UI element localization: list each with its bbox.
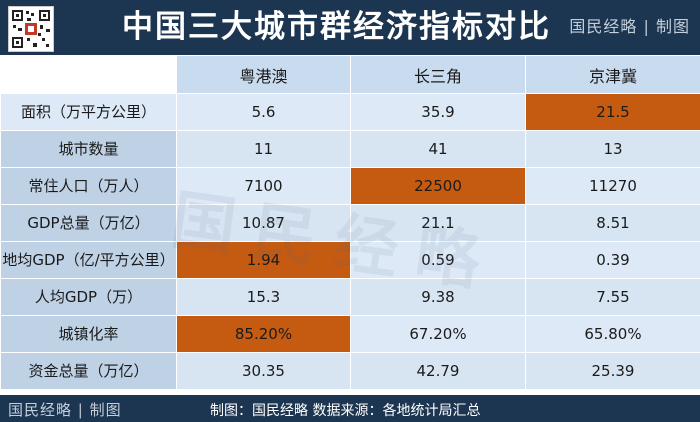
- footer-brand-label: 国民经略 | 制图: [8, 401, 122, 419]
- page-title: 中国三大城市群经济指标对比: [122, 9, 551, 45]
- header-bar: 中国三大城市群经济指标对比 国民经略 | 制图: [0, 0, 700, 55]
- table-body: 面积（万平方公里） 5.6 35.9 21.5 城市数量 11 41 13 常住人口（万人） 71…: [0, 93, 700, 390]
- table-cell: 10.87: [176, 204, 351, 242]
- table-cell: 0.59: [350, 241, 526, 279]
- row-label: 常住人口（万人）: [0, 167, 177, 205]
- highlighted-cell: 22500: [350, 167, 526, 205]
- table-cell: 7.55: [525, 278, 700, 316]
- table-row: 地均GDP（亿/平方公里） 1.94 0.59 0.39: [0, 241, 700, 279]
- row-label: 面积（万平方公里）: [0, 93, 177, 131]
- row-label: 资金总量（万亿）: [0, 352, 177, 390]
- table-cell: 11270: [525, 167, 700, 205]
- table-cell: 25.39: [525, 352, 700, 390]
- highlighted-cell: 15.3: [176, 278, 351, 316]
- table-corner-cell: [0, 55, 177, 94]
- table-cell: 0.39: [525, 241, 700, 279]
- source-note: 制图：国民经略 数据来源：各地统计局汇总: [210, 403, 481, 419]
- row-label: 地均GDP（亿/平方公里）: [0, 241, 177, 279]
- table-cell: 5.6: [176, 93, 351, 131]
- table-cell: 7100: [176, 167, 351, 205]
- table-row: 城市数量 11 41 13: [0, 130, 700, 168]
- highlighted-cell: 21.5: [525, 93, 700, 131]
- table-row: 人均GDP（万） 15.3 9.38 7.55: [0, 278, 700, 316]
- row-label: 城市数量: [0, 130, 177, 168]
- comparison-table: 粤港澳 长三角 京津冀 面积（万平方公里） 5.6 35.9 21.5 城市数量 11 41…: [0, 55, 700, 390]
- table-row: 资金总量（万亿） 30.35 42.79 25.39: [0, 352, 700, 390]
- table-cell: 13: [525, 130, 700, 168]
- table-header-row: 粤港澳 长三角 京津冀: [0, 55, 700, 94]
- table-cell: 30.35: [176, 352, 351, 390]
- qr-code-icon: [8, 6, 54, 52]
- table-cell: 8.51: [525, 204, 700, 242]
- table-cell: 11: [176, 130, 351, 168]
- row-label: 城镇化率: [0, 315, 177, 353]
- highlighted-cell: 21.1: [350, 204, 526, 242]
- table-row: 面积（万平方公里） 5.6 35.9 21.5: [0, 93, 700, 131]
- table-cell: 35.9: [350, 93, 526, 131]
- highlighted-cell: 41: [350, 130, 526, 168]
- brand-label: 国民经略 | 制图: [569, 17, 690, 36]
- table-row: 城镇化率 85.20% 67.20% 65.80%: [0, 315, 700, 353]
- column-header: 粤港澳: [176, 55, 351, 94]
- table-row: 常住人口（万人） 7100 22500 11270: [0, 167, 700, 205]
- footer-bar: 国民经略 | 制图 制图：国民经略 数据来源：各地统计局汇总: [0, 395, 700, 422]
- column-header: 京津冀: [525, 55, 700, 94]
- row-label: 人均GDP（万）: [0, 278, 177, 316]
- table-row: GDP总量（万亿） 10.87 21.1 8.51: [0, 204, 700, 242]
- column-header: 长三角: [350, 55, 526, 94]
- table-cell: 65.80%: [525, 315, 700, 353]
- table-cell: 9.38: [350, 278, 526, 316]
- row-label: GDP总量（万亿）: [0, 204, 177, 242]
- highlighted-cell: 1.94: [176, 241, 351, 279]
- table-cell: 67.20%: [350, 315, 526, 353]
- highlighted-cell: 42.79: [350, 352, 526, 390]
- highlighted-cell: 85.20%: [176, 315, 351, 353]
